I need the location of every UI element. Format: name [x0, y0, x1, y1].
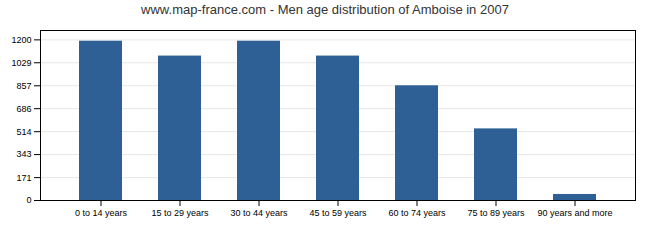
svg-text:30 to 44 years: 30 to 44 years: [230, 208, 288, 218]
svg-text:343: 343: [16, 149, 31, 159]
svg-text:1029: 1029: [11, 58, 31, 68]
svg-text:60 to 74 years: 60 to 74 years: [388, 208, 446, 218]
svg-text:90 years and more: 90 years and more: [537, 208, 612, 218]
svg-text:75 to 89 years: 75 to 89 years: [467, 208, 525, 218]
svg-text:0: 0: [26, 195, 31, 205]
svg-text:171: 171: [16, 172, 31, 182]
svg-text:1200: 1200: [11, 35, 31, 45]
svg-text:15 to 29 years: 15 to 29 years: [151, 208, 209, 218]
svg-text:686: 686: [16, 104, 31, 114]
html-text:www.map-france.com - Men age d: www.map-france.com - Men age distributio…: [141, 2, 509, 17]
svg-text:0 to 14 years: 0 to 14 years: [75, 208, 128, 218]
svg-text:514: 514: [16, 127, 31, 137]
svg-text:45 to 59 years: 45 to 59 years: [309, 208, 367, 218]
svg-text:857: 857: [16, 81, 31, 91]
